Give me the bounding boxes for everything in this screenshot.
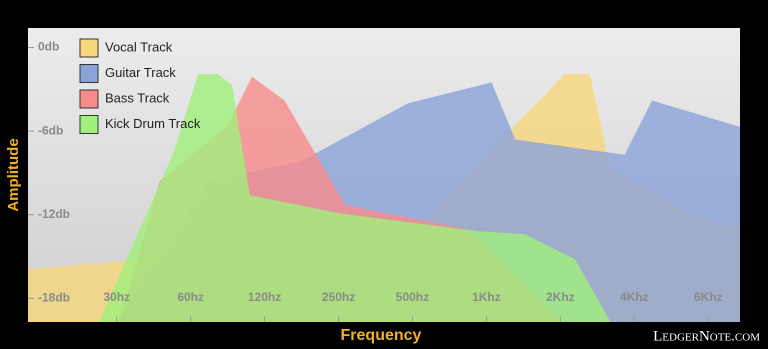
- x-tick-label: 30hz: [103, 290, 130, 304]
- legend-swatch: [79, 89, 99, 109]
- x-tick-label: 6Khz: [694, 290, 723, 304]
- x-tick-label: 4Khz: [620, 290, 649, 304]
- legend-label: Vocal Track: [105, 39, 173, 54]
- y-tick-label: -18db: [38, 290, 70, 304]
- x-axis-title: Frequency: [341, 327, 422, 344]
- legend-label: Kick Drum Track: [105, 116, 201, 131]
- y-axis-title: Amplitude: [5, 138, 22, 211]
- x-tick-label: 1Khz: [472, 290, 501, 304]
- y-tick-label: -6db: [38, 123, 63, 137]
- legend-label: Guitar Track: [105, 65, 176, 80]
- watermark: LedgerNote.com: [653, 328, 760, 344]
- x-tick-label: 500hz: [396, 290, 429, 304]
- x-tick-label: 2Khz: [546, 290, 575, 304]
- legend-swatch: [79, 38, 99, 58]
- x-tick-label: 250hz: [322, 290, 355, 304]
- legend-label: Bass Track: [105, 90, 170, 105]
- x-tick-label: 60hz: [177, 290, 204, 304]
- legend-swatch: [79, 64, 99, 83]
- y-tick-label: 0db: [38, 40, 59, 54]
- y-tick-label: -12db: [38, 207, 70, 221]
- x-tick-label: 120hz: [248, 290, 281, 304]
- area: [99, 73, 610, 322]
- legend-swatch: [79, 115, 99, 134]
